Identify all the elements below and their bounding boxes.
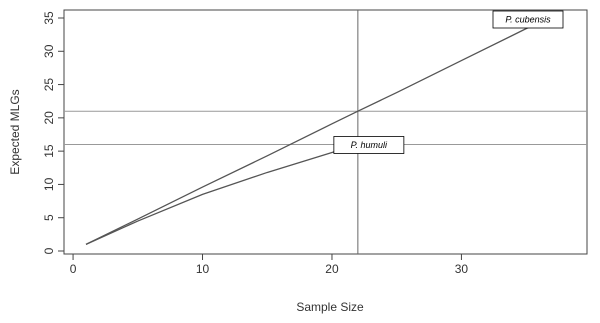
series-label: P. cubensis [505, 14, 551, 24]
series-line [85, 15, 553, 245]
x-tick-label: 30 [455, 262, 469, 276]
series-label-box [333, 136, 405, 154]
y-tick-label: 20 [42, 111, 56, 125]
y-tick-label: 10 [42, 177, 56, 191]
x-axis-label: Sample Size [296, 300, 364, 314]
series-label: P. humuli [351, 140, 388, 150]
x-tick-label: 0 [70, 262, 77, 276]
y-axis-label: Expected MLGs [8, 89, 22, 174]
y-tick-label: 0 [42, 247, 56, 254]
y-tick-label: 30 [42, 44, 56, 58]
plot-frame [63, 9, 588, 255]
y-tick-label: 25 [42, 78, 56, 92]
series-line [85, 143, 359, 245]
y-tick-label: 35 [42, 11, 56, 25]
x-tick-label: 10 [196, 262, 210, 276]
y-tick-label: 5 [42, 214, 56, 221]
series-label-box [492, 10, 564, 29]
x-tick-label: 20 [325, 262, 339, 276]
y-tick-label: 15 [42, 144, 56, 158]
